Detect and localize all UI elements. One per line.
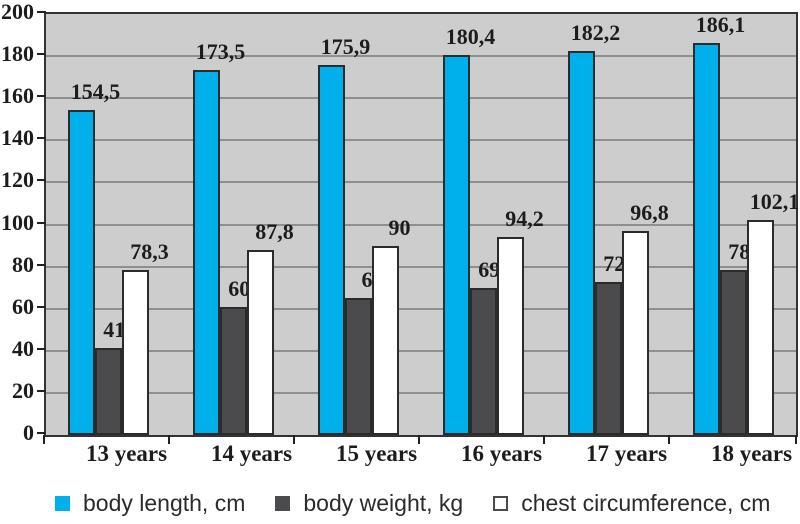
bar-body-weight	[720, 269, 747, 435]
gridline	[46, 97, 796, 100]
y-axis-tick	[37, 221, 46, 224]
y-axis-label: 0	[23, 420, 34, 445]
legend-label: body weight, kg	[303, 489, 464, 516]
y-axis-tick	[37, 179, 46, 182]
x-axis-tick	[43, 435, 45, 444]
y-axis-label: 180	[1, 41, 34, 67]
bar-body-length	[193, 69, 220, 435]
legend-item: body length, cm	[55, 490, 245, 517]
bar-group: 186,178,6102,1	[671, 12, 799, 435]
y-axis-tick	[37, 53, 46, 56]
legend-label: chest circumference, cm	[521, 489, 771, 516]
y-axis-label: 120	[1, 167, 34, 193]
category-label: 14 years	[210, 441, 293, 466]
legend-swatch-body-length	[55, 495, 70, 511]
bar-value-label: 90	[388, 214, 411, 240]
bar-value-label: 78,3	[130, 239, 169, 265]
y-axis-label: 40	[12, 335, 34, 361]
legend-item: chest circumference, cm	[493, 490, 770, 517]
y-axis-label: 80	[12, 251, 34, 277]
y-axis-label: 140	[1, 125, 34, 151]
gridline	[46, 265, 796, 268]
bar-body-weight	[595, 281, 622, 435]
bar-value-label: 96,8	[630, 200, 669, 226]
bar-chest-circumference	[372, 245, 399, 435]
bar-value-label: 186,1	[695, 12, 746, 38]
bar-chest-circumference	[747, 220, 774, 435]
bar-value-label: 173,5	[195, 38, 246, 64]
bar-value-label: 154,5	[70, 78, 121, 104]
y-axis-label: 200	[1, 0, 34, 24]
legend-item: body weight, kg	[275, 490, 463, 517]
bar-value-label: 87,8	[255, 219, 294, 245]
y-axis-tick	[37, 389, 46, 392]
bar-group: 154,541,578,3	[46, 14, 171, 435]
y-axis-label: 160	[1, 83, 34, 109]
bar-body-length	[443, 55, 470, 435]
bar-group: 173,560,687,8	[171, 14, 296, 435]
y-axis-tick	[37, 263, 46, 266]
x-axis-tick	[418, 435, 420, 444]
bar-value-label: 180,4	[445, 24, 496, 50]
y-axis-tick	[37, 137, 46, 140]
x-axis-tick	[168, 435, 170, 444]
y-axis-tick	[37, 347, 46, 350]
bar-value-label: 102,1	[749, 189, 800, 215]
bar-body-weight	[220, 307, 247, 435]
bar-group: 182,272,996,8	[546, 14, 671, 435]
category-label: 15 years	[335, 441, 418, 466]
bar-body-length	[68, 109, 95, 435]
y-axis-tick	[37, 11, 46, 13]
bar-body-length	[318, 64, 345, 435]
bar-body-length	[568, 51, 595, 435]
plot-area: 154,541,578,3173,560,687,8175,96590180,4…	[44, 12, 799, 437]
category-label: 17 years	[585, 441, 668, 466]
bar-chest-circumference	[247, 250, 274, 435]
category-label: 16 years	[460, 441, 543, 466]
bar-chest-circumference	[622, 231, 649, 435]
legend-swatch-chest-circumference	[493, 495, 509, 511]
y-axis-label: 60	[12, 293, 34, 319]
legend-label: body length, cm	[83, 489, 246, 516]
bar-value-label: 182,2	[570, 20, 621, 46]
x-axis-tick	[543, 435, 545, 444]
gridline	[46, 181, 796, 184]
bar-body-weight	[470, 288, 497, 435]
gridline	[46, 391, 796, 394]
legend: body length, cm body weight, kg chest circ…	[55, 486, 770, 520]
bar-value-label: 94,2	[505, 205, 544, 231]
bar-group: 175,96590	[296, 14, 421, 435]
gridline	[46, 55, 796, 58]
gridline	[46, 349, 796, 352]
y-axis-tick	[37, 95, 46, 98]
bar-body-weight	[345, 298, 372, 435]
y-axis-tick	[37, 432, 46, 434]
y-axis-label: 100	[1, 209, 34, 235]
y-axis-label: 20	[12, 377, 34, 403]
legend-swatch-body-weight	[275, 495, 291, 511]
bar-chest-circumference	[497, 236, 524, 435]
y-axis-tick	[37, 305, 46, 308]
x-axis-tick	[293, 435, 295, 444]
bar-group: 180,469,794,2	[421, 14, 546, 435]
category-label: 13 years	[85, 441, 168, 466]
x-axis-tick	[795, 435, 797, 444]
bar-chest-circumference	[122, 270, 149, 435]
bar-value-label: 175,9	[320, 33, 371, 59]
bar-body-weight	[95, 347, 122, 435]
gridline	[46, 223, 796, 226]
gridline	[46, 139, 796, 142]
category-label: 18 years	[710, 441, 793, 466]
gridline	[46, 307, 796, 310]
x-axis-tick	[668, 435, 670, 444]
bar-body-length	[693, 43, 720, 435]
